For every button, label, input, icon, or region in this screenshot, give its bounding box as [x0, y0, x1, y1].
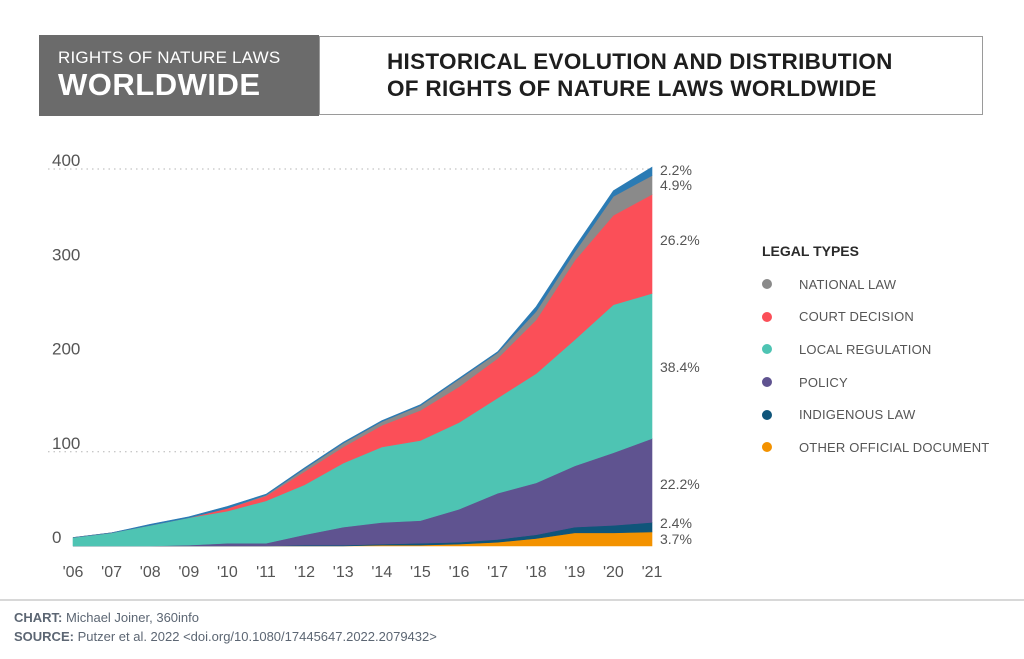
- legend-title: LEGAL TYPES: [762, 243, 859, 259]
- end-percent-label: 26.2%: [660, 232, 700, 248]
- x-tick-label: '12: [294, 564, 315, 581]
- chart-title-line1: HISTORICAL EVOLUTION AND DISTRIBUTION: [387, 49, 893, 74]
- y-tick-label: 400: [52, 151, 80, 170]
- legend-item-local-regulation: LOCAL REGULATION: [762, 333, 989, 366]
- end-percent-label: 4.9%: [660, 177, 692, 193]
- y-tick-label: 200: [52, 340, 80, 359]
- end-percent-label: 22.2%: [660, 476, 700, 492]
- legend-dot-icon: [762, 442, 772, 453]
- legend-label: OTHER OFFICIAL DOCUMENT: [799, 439, 990, 455]
- end-percent-label: 2.4%: [660, 515, 692, 531]
- footer-credits: CHART: Michael Joiner, 360info SOURCE: P…: [14, 608, 437, 646]
- legend-item-national-law: NATIONAL LAW: [762, 268, 989, 301]
- y-tick-label: 300: [52, 245, 80, 264]
- x-tick-label: '08: [140, 564, 161, 581]
- y-tick-label: 100: [52, 434, 80, 453]
- x-tick-label: '20: [603, 564, 624, 581]
- legend-item-indigenous-law: INDIGENOUS LAW: [762, 398, 989, 431]
- y-tick-label: 0: [52, 528, 61, 547]
- end-percent-label: 38.4%: [660, 359, 700, 375]
- end-percent-label: 2.2%: [660, 162, 692, 178]
- x-tick-label: '06: [63, 564, 84, 581]
- source-credit-value: Putzer et al. 2022 <doi.org/10.1080/1744…: [77, 629, 437, 644]
- x-tick-label: '16: [449, 564, 470, 581]
- area-layers: [72, 166, 653, 547]
- legend-dot-icon: [762, 409, 772, 420]
- header-badge-line2: WORLDWIDE: [58, 67, 261, 102]
- legend-item-policy: POLICY: [762, 366, 989, 399]
- y-axis-ticks: 0 100 200 300 400: [52, 151, 80, 547]
- chart-credit: CHART: Michael Joiner, 360info: [14, 608, 437, 627]
- legend-label: NATIONAL LAW: [799, 276, 897, 292]
- legend-dot-icon: [762, 344, 772, 355]
- chart-title-line2: OF RIGHTS OF NATURE LAWS WORLDWIDE: [387, 76, 877, 101]
- legend-dot-icon: [762, 279, 772, 290]
- legend-dot-icon: [762, 311, 772, 322]
- chart-credit-label: CHART:: [14, 610, 63, 625]
- legend-label: COURT DECISION: [799, 309, 915, 325]
- legend-label: LOCAL REGULATION: [799, 341, 932, 357]
- header-badge: RIGHTS OF NATURE LAWS WORLDWIDE: [39, 35, 319, 116]
- legend-dot-icon: [762, 377, 772, 388]
- area-unlabeled: [72, 166, 653, 538]
- x-tick-label: '10: [217, 564, 238, 581]
- x-tick-label: '09: [178, 564, 199, 581]
- legend-label: INDIGENOUS LAW: [799, 407, 916, 423]
- x-axis-ticks: '06 '07 '08 '09 '10 '11 '12 '13 '14 '15 '16 '17 '18 '…: [63, 564, 663, 581]
- legend-item-court-decision: COURT DECISION: [762, 301, 989, 334]
- end-percent-labels: 2.2%4.9% 26.2% 38.4% 22.2% 2.4%3.7%: [660, 162, 700, 547]
- chart-title-box: HISTORICAL EVOLUTION AND DISTRIBUTION OF…: [319, 36, 983, 115]
- x-tick-label: '11: [256, 564, 276, 581]
- x-tick-label: '07: [101, 564, 122, 581]
- x-tick-label: '19: [564, 564, 585, 581]
- x-tick-label: '21: [642, 564, 663, 581]
- x-tick-label: '17: [487, 564, 508, 581]
- footer-divider: [0, 599, 1024, 601]
- legend-item-other-official-document: OTHER OFFICIAL DOCUMENT: [762, 431, 989, 464]
- source-credit: SOURCE: Putzer et al. 2022 <doi.org/10.1…: [14, 627, 437, 646]
- end-percent-label: 3.7%: [660, 531, 692, 547]
- stacked-area-chart: 0 100 200 300 400 '06 '07 '08 '09 '10 '11 '12 '13 '1…: [48, 151, 700, 581]
- legend-label: POLICY: [799, 374, 848, 390]
- x-tick-label: '18: [526, 564, 547, 581]
- source-credit-label: SOURCE:: [14, 629, 74, 644]
- legend: LEGAL TYPES NATIONAL LAW COURT DECISION …: [762, 243, 989, 464]
- x-tick-label: '15: [410, 564, 431, 581]
- x-tick-label: '14: [371, 564, 392, 581]
- x-tick-label: '13: [333, 564, 354, 581]
- chart-credit-value: Michael Joiner, 360info: [66, 610, 199, 625]
- header-badge-line1: RIGHTS OF NATURE LAWS: [58, 48, 281, 67]
